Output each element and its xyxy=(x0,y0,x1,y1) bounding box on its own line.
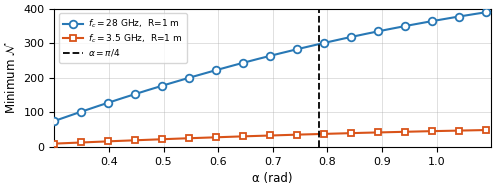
X-axis label: α (rad): α (rad) xyxy=(252,172,293,185)
Y-axis label: Minimum $\mathcal{N}$: Minimum $\mathcal{N}$ xyxy=(5,42,18,114)
Legend: $f_c = 28$ GHz,  R=1 m, $f_c = 3.5$ GHz,  R=1 m, $\alpha = \pi/4$: $f_c = 28$ GHz, R=1 m, $f_c = 3.5$ GHz, … xyxy=(59,13,187,63)
